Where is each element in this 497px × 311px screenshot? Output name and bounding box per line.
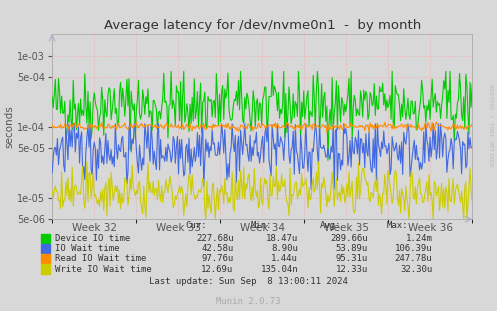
Text: 227.68u: 227.68u <box>196 234 234 243</box>
Text: 12.69u: 12.69u <box>201 265 234 273</box>
Text: 53.89u: 53.89u <box>335 244 368 253</box>
Text: 18.47u: 18.47u <box>266 234 298 243</box>
Text: 1.44u: 1.44u <box>271 254 298 263</box>
Text: 135.04n: 135.04n <box>260 265 298 273</box>
Text: 95.31u: 95.31u <box>335 254 368 263</box>
Text: Munin 2.0.73: Munin 2.0.73 <box>216 297 281 306</box>
Text: Min:: Min: <box>250 220 272 230</box>
Text: 289.66u: 289.66u <box>330 234 368 243</box>
Text: RRDTOOL / TOBI OETIKER: RRDTOOL / TOBI OETIKER <box>489 84 494 166</box>
Text: Cur:: Cur: <box>185 220 207 230</box>
Text: Avg:: Avg: <box>320 220 341 230</box>
Text: IO Wait time: IO Wait time <box>55 244 119 253</box>
Text: Last update: Sun Sep  8 13:00:11 2024: Last update: Sun Sep 8 13:00:11 2024 <box>149 277 348 285</box>
Text: 106.39u: 106.39u <box>395 244 432 253</box>
Text: 1.24m: 1.24m <box>406 234 432 243</box>
Text: 12.33u: 12.33u <box>335 265 368 273</box>
Text: Read IO Wait time: Read IO Wait time <box>55 254 146 263</box>
Text: Write IO Wait time: Write IO Wait time <box>55 265 152 273</box>
Title: Average latency for /dev/nvme0n1  -  by month: Average latency for /dev/nvme0n1 - by mo… <box>103 19 421 32</box>
Text: 247.78u: 247.78u <box>395 254 432 263</box>
Text: Max:: Max: <box>387 220 409 230</box>
Text: 8.90u: 8.90u <box>271 244 298 253</box>
Text: 97.76u: 97.76u <box>201 254 234 263</box>
Y-axis label: seconds: seconds <box>4 105 14 148</box>
Text: 42.58u: 42.58u <box>201 244 234 253</box>
Text: 32.30u: 32.30u <box>400 265 432 273</box>
Text: Device IO time: Device IO time <box>55 234 130 243</box>
